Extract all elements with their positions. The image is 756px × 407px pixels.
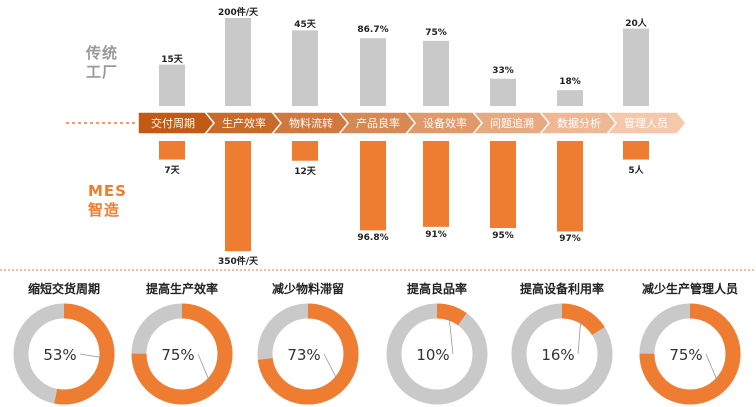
mes-bar-value: 95% (492, 231, 514, 241)
donut-title: 提高设备利用率 (519, 282, 605, 296)
donut-slice (131, 303, 233, 405)
donut-value-label: 73% (287, 346, 320, 364)
traditional-bar (159, 64, 185, 106)
donut-leader-line (705, 353, 718, 382)
traditional-bar (225, 18, 251, 106)
mes-bar (423, 141, 449, 227)
donut-title: 提高生产效率 (145, 282, 219, 296)
donut-title: 减少生产管理人员 (641, 282, 739, 296)
donut-slice (639, 303, 741, 405)
traditional-bar-value: 45天 (294, 20, 316, 31)
traditional-bar (490, 78, 516, 106)
mes-label-line2: 智造 (88, 201, 121, 219)
donut-value-label: 10% (416, 346, 449, 364)
mes-bar (557, 141, 583, 232)
traditional-bar-value: 200件/天 (217, 8, 259, 18)
donut-value-label: 53% (43, 346, 76, 364)
arrow-segment (605, 111, 687, 135)
traditional-bar-value: 20人 (625, 18, 647, 29)
donut-value-label: 75% (669, 346, 702, 364)
mes-bar-value: 97% (559, 234, 581, 245)
donut-value-label: 16% (541, 346, 574, 364)
donut-title: 减少物料滞留 (271, 282, 345, 296)
traditional-factory-label: 传统 工厂 (86, 44, 118, 82)
mes-bar (623, 141, 649, 160)
donut-leader-line (79, 353, 103, 359)
mes-bar (292, 141, 318, 161)
mes-label: MES 智造 (88, 182, 127, 220)
traditional-bar (292, 30, 318, 106)
arrow-segment-label: 数据分析 (557, 116, 601, 130)
arrow-segment-label: 设备效率 (423, 116, 467, 130)
arrow-segment-label: 生产效率 (222, 116, 266, 130)
traditional-bar-value: 33% (492, 65, 514, 76)
donut-slice (257, 303, 359, 405)
donut-leader-line (197, 353, 210, 382)
traditional-label-line2: 工厂 (86, 63, 119, 81)
mes-bar-value: 12天 (294, 166, 316, 177)
mes-bar-value: 96.8% (357, 233, 389, 244)
traditional-label-line1: 传统 (86, 44, 119, 62)
arrow-segment-label: 物料流转 (289, 116, 333, 130)
donut-leader-line (448, 316, 454, 355)
arrow-segment-label: 管理人员 (624, 116, 668, 130)
arrow-segment-label: 交付周期 (151, 116, 195, 130)
mes-bar (360, 141, 386, 231)
donut-value-label: 75% (161, 346, 194, 364)
traditional-bar (423, 40, 449, 106)
traditional-bar-value: 75% (425, 27, 447, 38)
mes-bar (490, 141, 516, 228)
donut-slice (386, 303, 488, 405)
arrow-segment-label: 问题追溯 (490, 116, 534, 130)
arrow-segment-label: 产品良率 (356, 116, 400, 130)
traditional-bar (623, 28, 649, 107)
mes-bar-value: 91% (425, 229, 447, 240)
mes-bar-value: 5人 (628, 165, 644, 176)
donut-slice (511, 303, 613, 405)
mes-bar (225, 141, 251, 252)
traditional-bar (557, 90, 583, 106)
traditional-bar (360, 38, 386, 106)
mes-label-line1: MES (88, 182, 127, 200)
mes-bar (159, 141, 185, 160)
donut-slice (13, 303, 115, 405)
mes-bar-value: 350件/天 (217, 257, 259, 268)
donut-leader-line (577, 319, 582, 355)
traditional-bar-value: 18% (559, 77, 581, 88)
traditional-bar-value: 86.7% (357, 25, 389, 36)
traditional-bar-value: 15天 (161, 54, 183, 65)
donut-title: 缩短交货周期 (27, 282, 101, 296)
mes-bar-value: 7天 (164, 165, 180, 176)
donut-title: 提高良品率 (406, 282, 468, 296)
donut-leader-line (323, 353, 338, 380)
